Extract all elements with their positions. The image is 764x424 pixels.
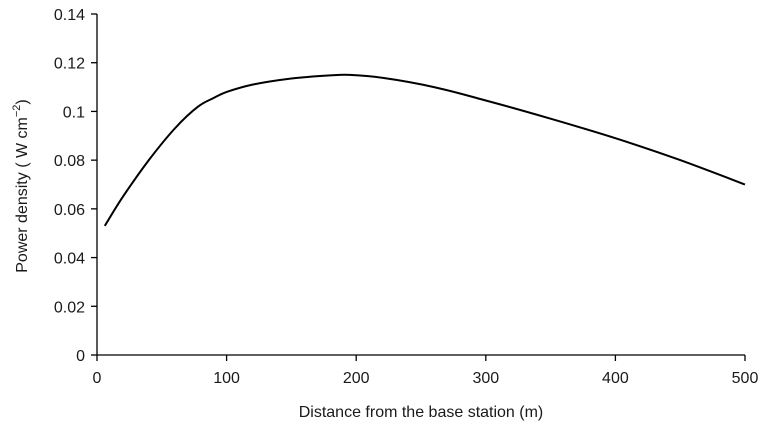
x-tick-label: 500 [732, 370, 759, 387]
y-tick-label: 0.04 [54, 251, 85, 268]
y-tick-label: 0.1 [63, 104, 85, 121]
y-tick-label: 0.14 [54, 7, 85, 24]
x-axis-ticks: 0 100 200 300 400 500 [93, 355, 759, 387]
y-axis-title-exponent: −2 [11, 105, 23, 118]
x-tick-label: 400 [602, 370, 629, 387]
y-tick-label: 0 [76, 348, 85, 365]
x-tick-label: 0 [93, 370, 102, 387]
x-axis-title: Distance from the base station (m) [299, 404, 544, 421]
power-density-curve [103, 73, 746, 227]
y-axis-title: Power density ( W cm−2) [11, 99, 31, 272]
y-tick-label: 0.12 [54, 56, 85, 73]
y-tick-label: 0.06 [54, 202, 85, 219]
x-tick-label: 300 [472, 370, 499, 387]
y-tick-label: 0.02 [54, 299, 85, 316]
x-tick-label: 100 [213, 370, 240, 387]
y-axis-ticks: 0 0.02 0.04 0.06 0.08 0.1 0.12 0.14 [54, 7, 97, 365]
y-tick-label: 0.08 [54, 153, 85, 170]
x-tick-label: 200 [343, 370, 370, 387]
